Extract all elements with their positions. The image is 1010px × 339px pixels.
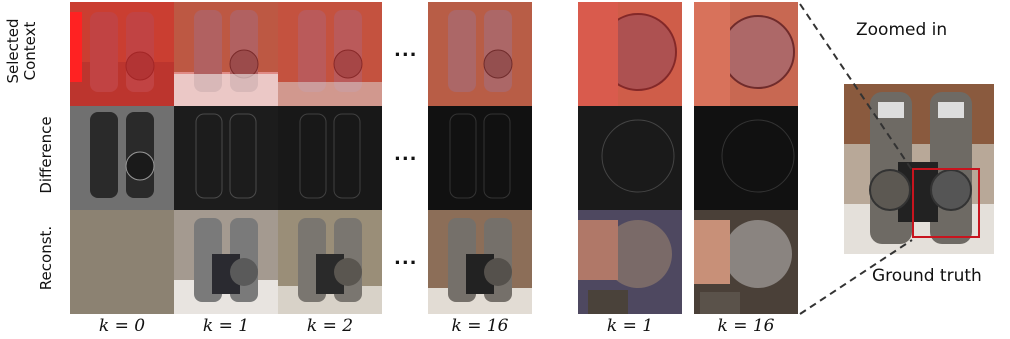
k-label-16: k = 16 bbox=[451, 316, 509, 336]
zoom-region-box bbox=[912, 168, 980, 238]
difference-k0 bbox=[70, 106, 174, 210]
reconst-k2 bbox=[278, 210, 382, 314]
k-label-zoom-16: k = 16 bbox=[717, 316, 775, 336]
k-label-2: k = 2 bbox=[306, 316, 354, 336]
reconst-zoom-k16 bbox=[694, 210, 798, 314]
k-label-0: k = 0 bbox=[98, 316, 146, 336]
context-zoom-k16 bbox=[694, 2, 798, 106]
reconst-k0 bbox=[70, 210, 174, 314]
ellipsis-row1: ... bbox=[394, 40, 418, 61]
context-k0 bbox=[70, 2, 174, 106]
k-label-1: k = 1 bbox=[202, 316, 250, 336]
difference-k2 bbox=[278, 106, 382, 210]
ellipsis-row3: ... bbox=[394, 248, 418, 269]
reconst-k16 bbox=[428, 210, 532, 314]
context-k16 bbox=[428, 2, 532, 106]
reconst-k1 bbox=[174, 210, 278, 314]
difference-zoom-k1 bbox=[578, 106, 682, 210]
context-zoom-k1 bbox=[578, 2, 682, 106]
ground-truth-label: Ground truth bbox=[872, 266, 982, 286]
ground-truth-image bbox=[844, 84, 994, 254]
context-k1 bbox=[174, 2, 278, 106]
reconst-zoom-k1 bbox=[578, 210, 682, 314]
difference-k1 bbox=[174, 106, 278, 210]
context-k2 bbox=[278, 2, 382, 106]
difference-zoom-k16 bbox=[694, 106, 798, 210]
k-label-zoom-1: k = 1 bbox=[606, 316, 654, 336]
difference-k16 bbox=[428, 106, 532, 210]
ellipsis-row2: ... bbox=[394, 144, 418, 165]
zoomed-in-label: Zoomed in bbox=[856, 20, 948, 40]
